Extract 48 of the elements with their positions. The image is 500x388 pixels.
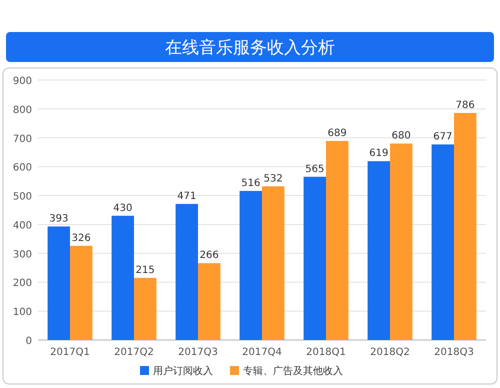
data-label: 689	[328, 128, 347, 139]
data-label: 266	[200, 250, 219, 262]
bar	[390, 144, 412, 340]
data-label: 786	[456, 100, 475, 111]
bar	[176, 204, 198, 340]
y-tick-label: 400	[12, 220, 32, 232]
bar	[48, 226, 70, 340]
bar	[240, 190, 262, 340]
x-tick-label: 2017Q2	[114, 347, 154, 358]
y-tick-label: 600	[12, 162, 32, 174]
x-tick-label: 2017Q4	[242, 347, 282, 358]
x-tick-label: 2018Q3	[434, 347, 474, 358]
bar	[70, 246, 92, 340]
data-label: 471	[177, 190, 196, 202]
x-tick-label: 2018Q1	[306, 347, 346, 358]
y-tick-label: 100	[12, 307, 32, 318]
bar	[326, 140, 348, 340]
legend-label: 用户订阅收入	[153, 365, 213, 377]
bar	[368, 161, 390, 340]
x-tick-label: 2017Q1	[50, 347, 90, 358]
data-label: 565	[305, 164, 324, 175]
x-tick-label: 2017Q3	[178, 347, 218, 358]
y-tick-label: 500	[12, 192, 32, 203]
data-label: 393	[49, 213, 68, 224]
data-label: 516	[241, 178, 260, 189]
data-label: 326	[72, 232, 91, 244]
bar	[134, 278, 156, 340]
legend-label: 专辑、广告及其他收入	[243, 365, 343, 377]
bar	[304, 176, 326, 340]
y-tick-label: 800	[12, 104, 32, 116]
bar	[112, 216, 134, 340]
data-label: 215	[136, 264, 155, 276]
y-tick-label: 900	[12, 76, 32, 87]
data-label: 532	[264, 173, 283, 184]
y-tick-label: 200	[12, 278, 32, 290]
y-tick-label: 300	[12, 249, 32, 260]
bar	[432, 144, 454, 340]
data-label: 430	[113, 202, 132, 214]
data-label: 619	[369, 148, 388, 160]
data-label: 677	[433, 131, 452, 142]
bar	[262, 186, 284, 340]
y-tick-label: 0	[26, 336, 32, 347]
chart-title: 在线音乐服务收入分析	[165, 38, 335, 58]
y-tick-label: 700	[12, 134, 32, 145]
data-label: 680	[392, 130, 411, 142]
bar	[198, 263, 220, 340]
bar	[454, 112, 476, 340]
x-tick-label: 2018Q2	[370, 347, 410, 358]
